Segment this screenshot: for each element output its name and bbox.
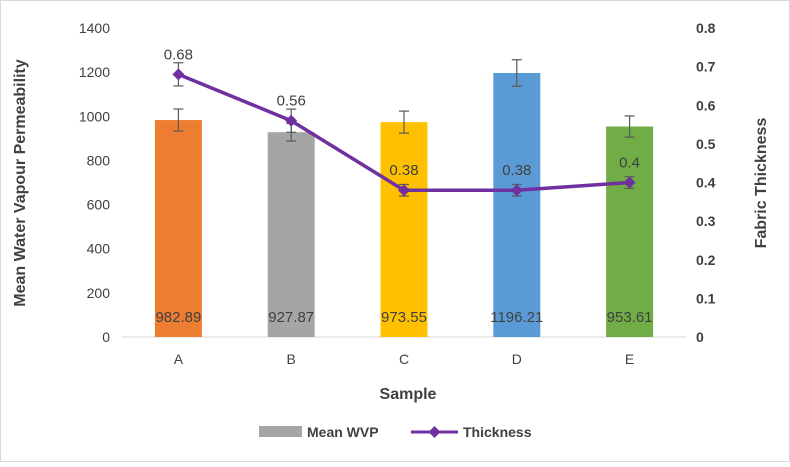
y2-tick-label: 0.1	[696, 290, 716, 306]
bar-d	[493, 72, 541, 337]
x-tick-label: D	[512, 351, 522, 367]
y-axis-title: Mean Water Vapour Permeability	[12, 59, 29, 307]
y2-tick-label: 0.6	[696, 97, 716, 113]
line-series	[172, 62, 636, 197]
y-tick-label: 600	[87, 197, 111, 213]
axes: 0 200 400 600 800 1000 1200 1400 0 0.1 0.2 0.3 0.4 0.…	[79, 20, 716, 367]
y-tick-label: 400	[87, 241, 111, 257]
thickness-point	[510, 184, 523, 197]
legend-marker-line	[428, 426, 441, 438]
y-tick-label: 0	[102, 329, 110, 345]
thickness-point	[172, 68, 185, 81]
bar-value-label: 1196.21	[490, 309, 543, 326]
y-tick-label: 1400	[79, 20, 110, 36]
bar-a	[154, 120, 202, 337]
bar-value-label: 953.61	[607, 309, 653, 326]
thickness-point	[285, 114, 298, 127]
bar-b	[267, 132, 315, 337]
y2-tick-label: 0.2	[696, 252, 716, 268]
y2-tick-label: 0.4	[696, 175, 716, 191]
bar-e	[606, 126, 654, 337]
x-tick-label: B	[287, 351, 296, 367]
bar-value-label: 973.55	[381, 309, 427, 326]
thickness-value-label: 0.38	[389, 162, 418, 179]
bar-value-label: 927.87	[268, 309, 314, 326]
y-tick-label: 200	[87, 285, 111, 301]
y2-tick-label: 0.8	[696, 20, 716, 36]
y-tick-label: 800	[87, 152, 111, 168]
bar-value-label: 982.89	[155, 309, 201, 326]
legend-label-bar: Mean WVP	[307, 424, 379, 440]
y2-tick-label: 0.7	[696, 59, 716, 75]
legend: Mean WVP Thickness	[259, 424, 532, 440]
y2-axis-title: Fabric Thickness	[753, 118, 770, 249]
thickness-point	[398, 184, 410, 197]
legend-label-line: Thickness	[463, 424, 532, 440]
bar-error-bars	[173, 59, 635, 142]
y2-tick-label: 0.3	[696, 213, 716, 229]
y-tick-label: 1200	[79, 64, 110, 80]
data-labels: 982.89 927.87 973.55 1196.21 953.61 0.68 0.56 0…	[155, 46, 652, 326]
thickness-value-label: 0.4	[619, 155, 640, 172]
legend-swatch-bar	[259, 426, 302, 437]
bar-c	[380, 122, 428, 338]
thickness-value-label: 0.68	[164, 46, 193, 63]
y-tick-label: 1000	[79, 108, 110, 124]
thickness-value-label: 0.56	[277, 93, 306, 110]
y2-tick-label: 0	[696, 329, 704, 345]
bar-series	[154, 72, 654, 338]
x-axis-title: Sample	[380, 386, 437, 403]
x-tick-label: E	[625, 351, 634, 367]
x-tick-label: A	[174, 351, 184, 367]
x-tick-label: C	[399, 351, 409, 367]
y2-tick-label: 0.5	[696, 136, 716, 152]
thickness-value-label: 0.38	[502, 162, 531, 179]
thickness-point	[623, 176, 636, 189]
